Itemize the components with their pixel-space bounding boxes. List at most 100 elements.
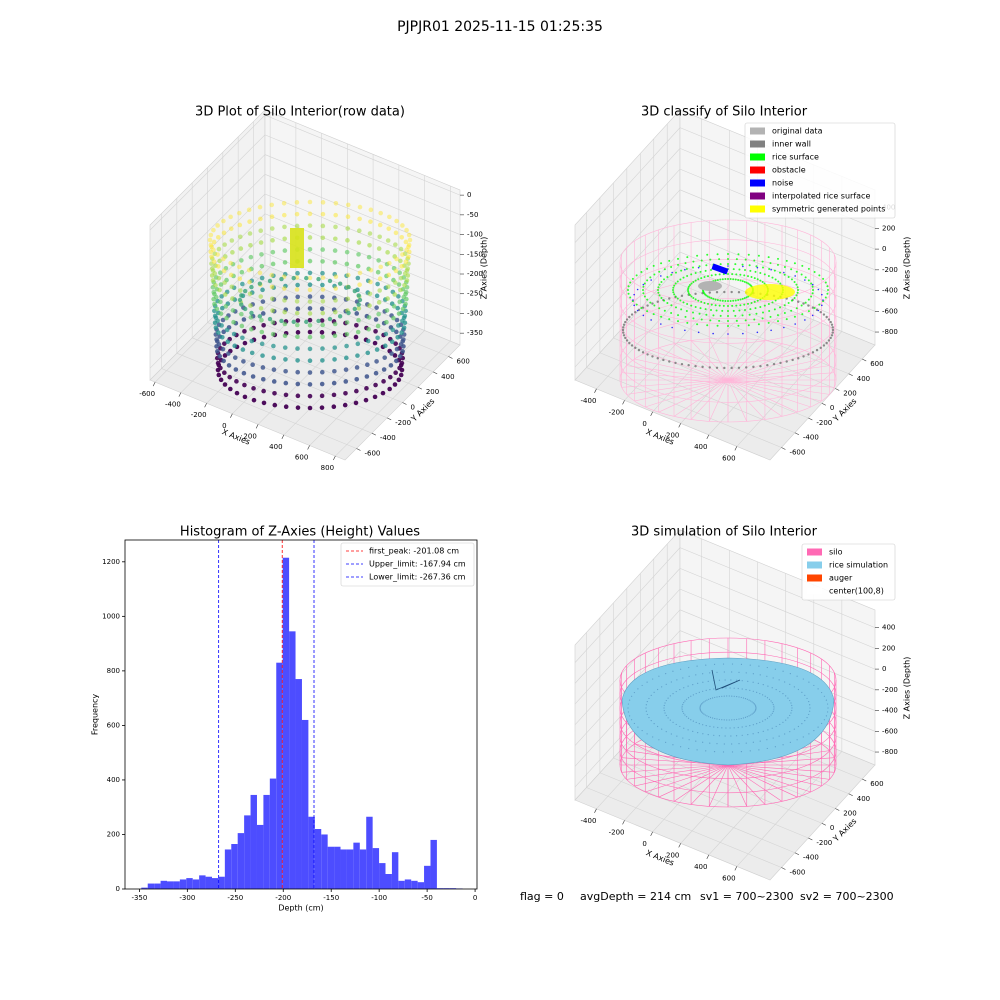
point-decor bbox=[295, 270, 300, 276]
point-decor bbox=[686, 274, 689, 277]
bar bbox=[340, 849, 347, 889]
wire-decor bbox=[727, 764, 830, 780]
point-decor bbox=[307, 223, 313, 228]
bar bbox=[289, 631, 296, 889]
plot-frame bbox=[124, 539, 478, 890]
point-decor bbox=[251, 397, 257, 403]
point-decor bbox=[373, 370, 379, 376]
point-decor bbox=[747, 734, 749, 736]
point-decor bbox=[747, 680, 749, 682]
legend-swatch bbox=[807, 574, 822, 582]
point-decor bbox=[731, 743, 733, 745]
point-decor bbox=[652, 678, 654, 680]
point-decor bbox=[683, 727, 685, 729]
point-decor bbox=[680, 362, 684, 366]
point-decor bbox=[357, 282, 362, 288]
point-decor bbox=[282, 260, 288, 265]
grid-line bbox=[596, 273, 702, 390]
point-decor bbox=[671, 326, 673, 329]
footer-sv2: sv2 = 700~2300 bbox=[800, 890, 894, 903]
bar bbox=[218, 876, 225, 889]
point-decor bbox=[797, 688, 799, 691]
point-decor bbox=[249, 326, 254, 332]
point-decor bbox=[670, 312, 673, 315]
point-decor bbox=[824, 281, 827, 284]
wire-decor bbox=[708, 379, 729, 422]
point-decor bbox=[650, 319, 652, 321]
point-decor bbox=[673, 284, 676, 287]
z-tick-label: -300 bbox=[467, 309, 483, 317]
point-decor bbox=[404, 227, 409, 233]
x-tick-label: 200 bbox=[666, 851, 679, 859]
point-decor bbox=[670, 304, 673, 307]
point-decor bbox=[344, 249, 350, 255]
y-tick-label: -200 bbox=[816, 419, 832, 427]
point-decor bbox=[214, 306, 220, 312]
point-decor bbox=[392, 254, 398, 259]
point-decor bbox=[665, 672, 667, 675]
point-decor bbox=[259, 329, 265, 335]
point-decor bbox=[727, 265, 729, 267]
point-decor bbox=[270, 308, 275, 313]
y-tick-label: 200 bbox=[426, 388, 439, 396]
point-decor bbox=[400, 223, 405, 228]
point-decor bbox=[391, 303, 397, 309]
point-decor bbox=[784, 681, 786, 683]
point-decor bbox=[698, 723, 700, 725]
point-decor bbox=[208, 249, 214, 255]
y-tick bbox=[781, 867, 786, 870]
point-decor bbox=[354, 365, 360, 370]
point-decor bbox=[706, 324, 709, 327]
point-decor bbox=[746, 698, 748, 700]
point-decor bbox=[224, 315, 229, 321]
legend-label: inner wall bbox=[772, 140, 811, 149]
point-decor bbox=[736, 695, 738, 698]
point-decor bbox=[319, 330, 325, 335]
point-decor bbox=[745, 281, 748, 284]
point-decor bbox=[787, 302, 790, 304]
bar bbox=[231, 844, 238, 889]
point-decor bbox=[705, 313, 708, 316]
point-decor bbox=[394, 256, 399, 262]
point-decor bbox=[230, 296, 235, 301]
point-decor bbox=[692, 260, 695, 263]
point-decor bbox=[282, 224, 287, 230]
point-decor bbox=[295, 322, 300, 328]
point-decor bbox=[733, 687, 735, 689]
legend-label: Upper_limit: -167.94 cm bbox=[369, 560, 466, 569]
point-decor bbox=[704, 714, 706, 716]
point-decor bbox=[825, 315, 828, 319]
point-decor bbox=[211, 227, 216, 233]
point-decor bbox=[261, 334, 267, 340]
point-decor bbox=[708, 291, 711, 294]
point-decor bbox=[692, 720, 694, 722]
point-decor bbox=[222, 280, 227, 285]
point-decor bbox=[625, 318, 629, 321]
point-decor bbox=[406, 244, 411, 250]
point-decor bbox=[672, 693, 674, 695]
point-decor bbox=[684, 329, 686, 332]
point-decor bbox=[790, 712, 792, 714]
point-decor bbox=[295, 306, 301, 311]
point-decor bbox=[685, 267, 688, 270]
point-decor bbox=[213, 282, 218, 288]
point-decor bbox=[796, 675, 798, 677]
point-decor bbox=[683, 712, 685, 714]
point-decor bbox=[727, 325, 729, 327]
point-decor bbox=[783, 271, 785, 274]
point-decor bbox=[641, 351, 645, 354]
point-decor bbox=[374, 347, 380, 352]
point-decor bbox=[759, 364, 762, 368]
point-decor bbox=[734, 314, 737, 317]
point-decor bbox=[713, 734, 715, 736]
x-tick bbox=[178, 392, 182, 397]
point-decor bbox=[827, 707, 829, 709]
point-decor bbox=[319, 294, 325, 300]
point-decor bbox=[680, 294, 684, 298]
point-decor bbox=[753, 277, 756, 280]
point-decor bbox=[249, 266, 254, 272]
point-decor bbox=[695, 692, 697, 695]
point-decor bbox=[258, 294, 264, 299]
point-decor bbox=[401, 325, 407, 330]
point-decor bbox=[719, 278, 722, 281]
